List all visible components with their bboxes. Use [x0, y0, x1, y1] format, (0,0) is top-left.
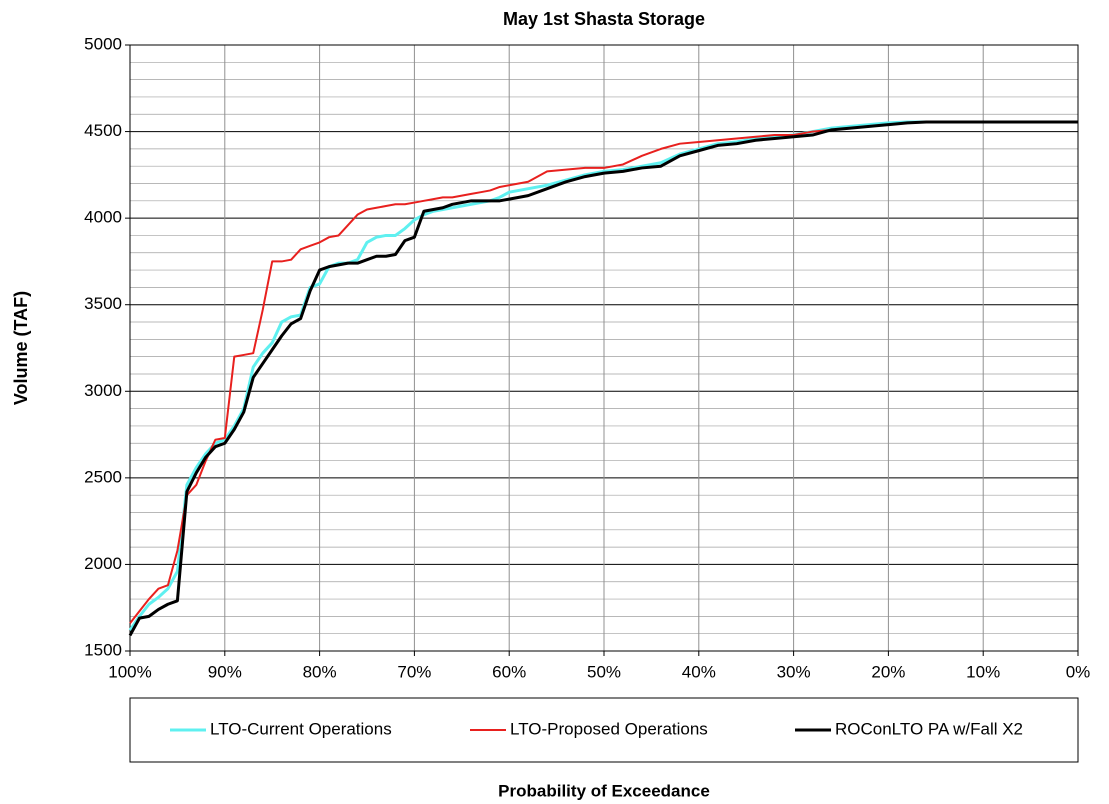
x-tick-label: 70%: [397, 662, 431, 681]
series-line: [128, 120, 1078, 632]
y-tick-label: 1500: [84, 640, 122, 659]
x-tick-label: 50%: [587, 662, 621, 681]
x-axis-title: Probability of Exceedance: [498, 781, 710, 800]
y-axis-title: Volume (TAF): [11, 291, 31, 405]
x-tick-label: 80%: [303, 662, 337, 681]
x-tick-label: 100%: [108, 662, 151, 681]
y-tick-label: 3000: [84, 381, 122, 400]
plot-frame: [129, 44, 1079, 652]
x-tick-label: 0%: [1066, 662, 1091, 681]
x-tick-label: 40%: [682, 662, 716, 681]
x-tick-label: 10%: [966, 662, 1000, 681]
y-tick-label: 4000: [84, 208, 122, 227]
series-line: [128, 120, 1078, 637]
y-tick-label: 4500: [84, 121, 122, 140]
chart-title: May 1st Shasta Storage: [503, 9, 705, 29]
legend-box: [129, 697, 1079, 763]
x-tick-label: 60%: [492, 662, 526, 681]
legend-label: ROConLTO PA w/Fall X2: [835, 719, 1023, 738]
y-tick-label: 2500: [84, 467, 122, 486]
x-tick-label: 90%: [208, 662, 242, 681]
series-line: [129, 121, 1078, 624]
legend-label: LTO-Current Operations: [210, 719, 392, 738]
legend-label: LTO-Proposed Operations: [510, 719, 708, 738]
y-tick-label: 2000: [84, 554, 122, 573]
y-tick-label: 3500: [84, 294, 122, 313]
x-tick-label: 20%: [871, 662, 905, 681]
x-tick-label: 30%: [777, 662, 811, 681]
y-tick-label: 5000: [84, 34, 122, 53]
